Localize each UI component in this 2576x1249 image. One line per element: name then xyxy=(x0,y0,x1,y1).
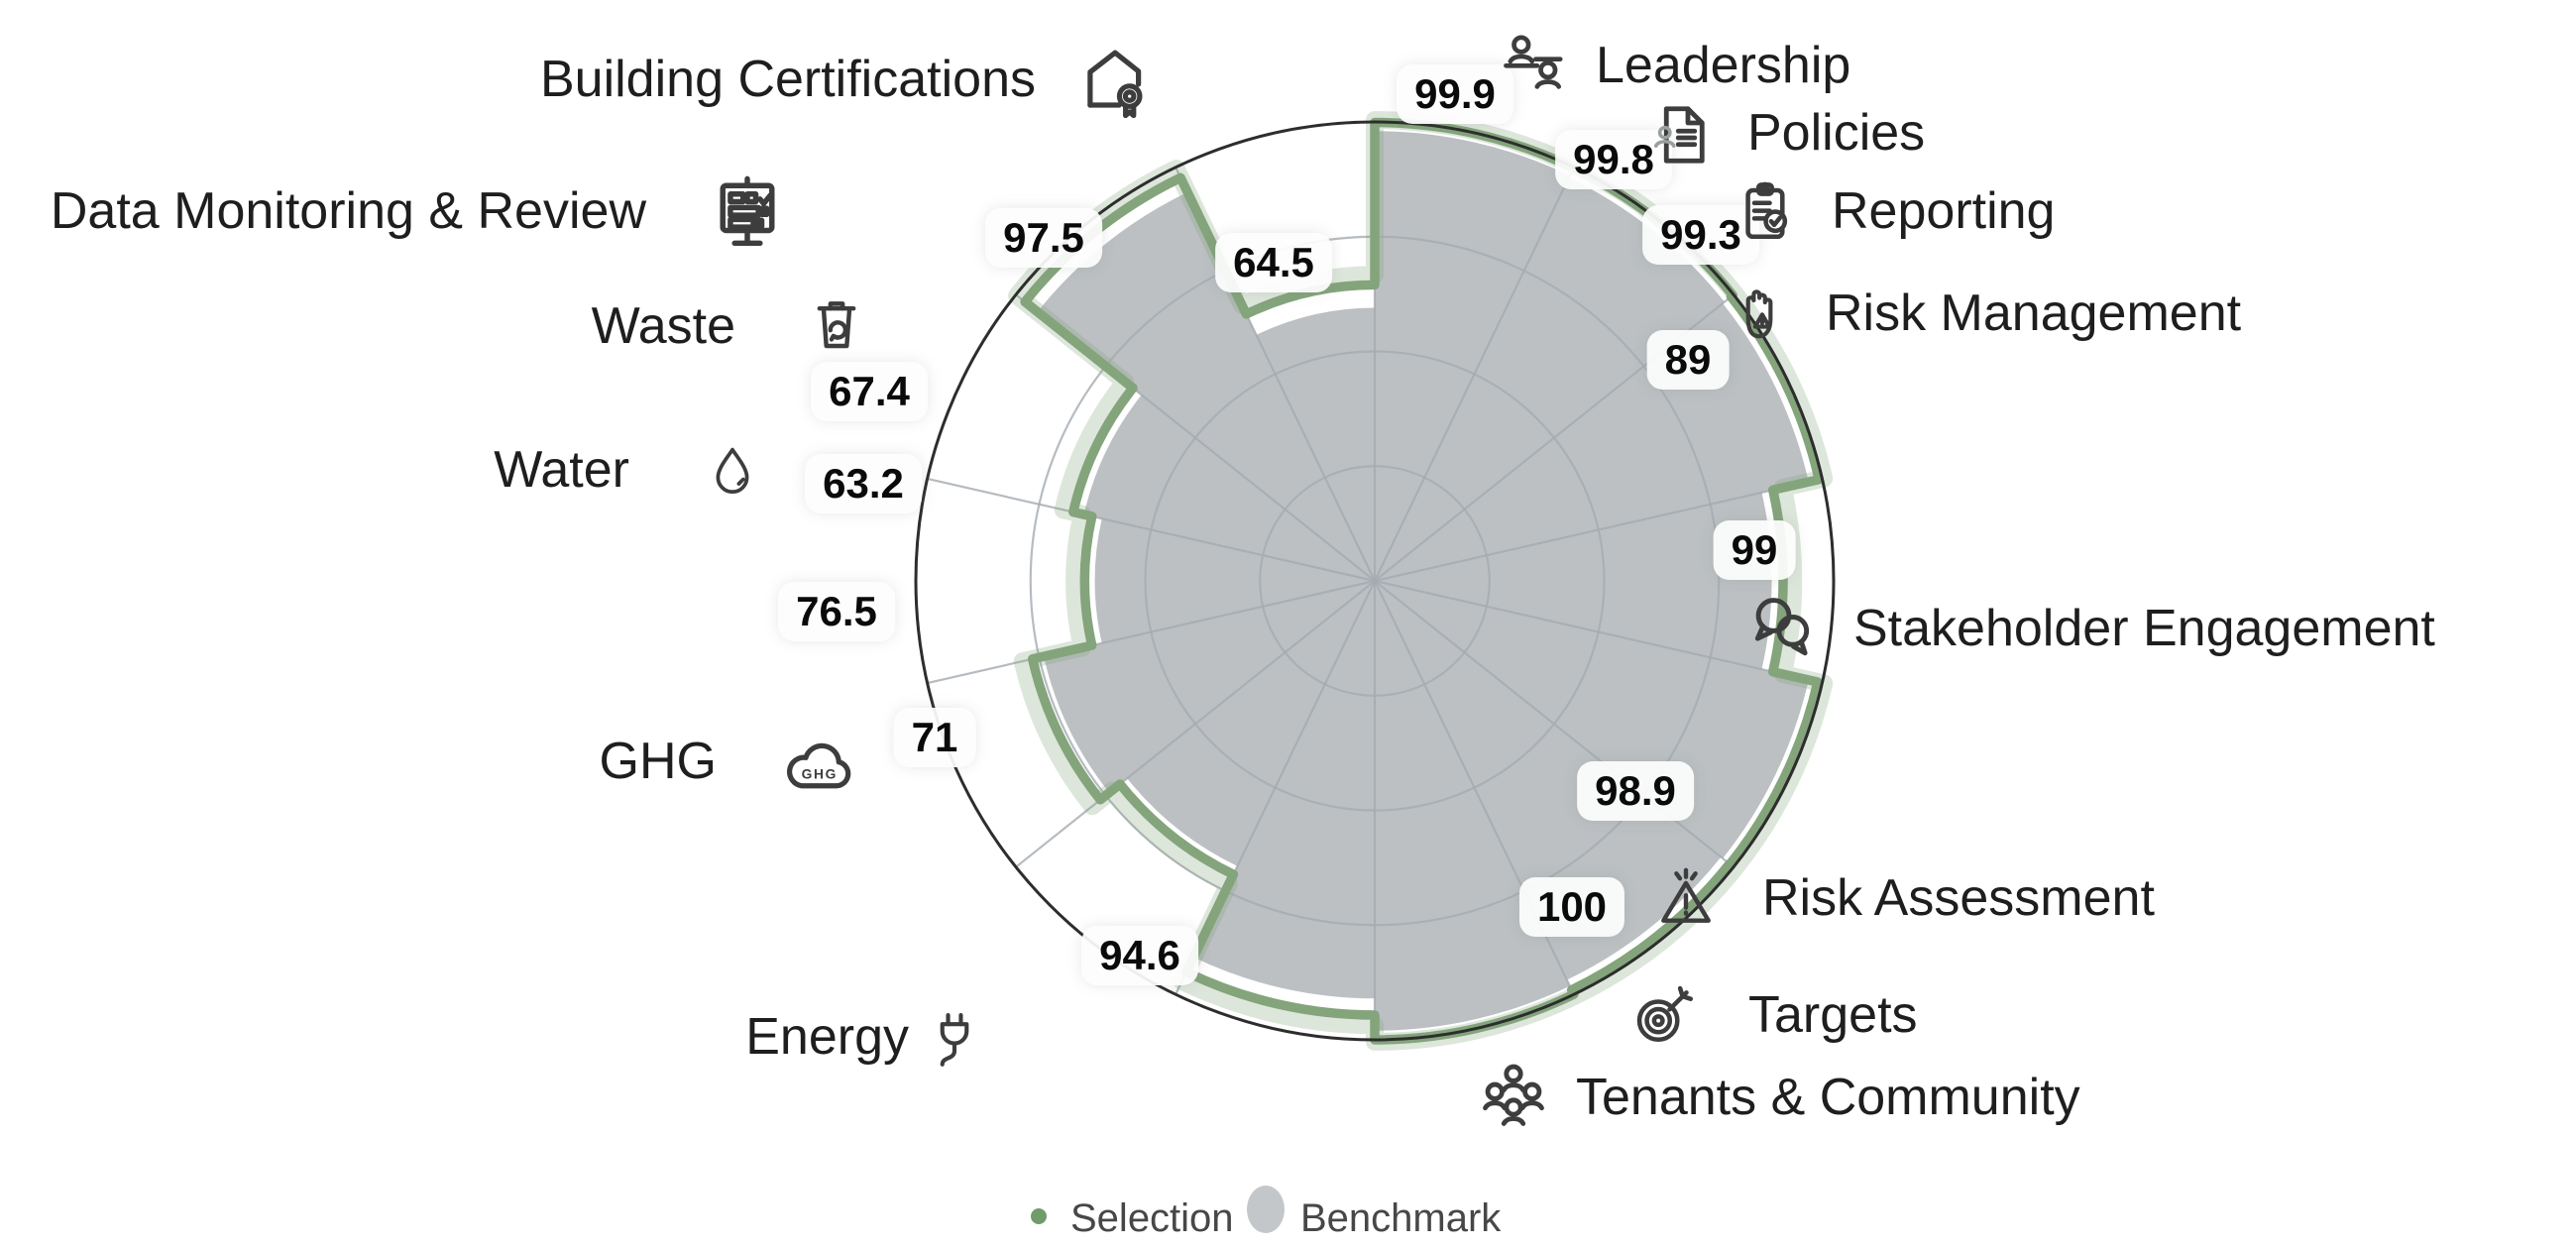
category-label-policies: Policies xyxy=(1747,104,1926,162)
value-label-targets: 100 xyxy=(1518,877,1625,937)
report-clipboard-check-icon xyxy=(1733,178,1800,246)
value-label-building-certifications: 64.5 xyxy=(1215,233,1332,292)
org-people-icon xyxy=(1497,32,1566,101)
value-label-risk-management: 89 xyxy=(1646,330,1730,390)
svg-text:GHG: GHG xyxy=(802,765,838,781)
value-label-leadership: 99.9 xyxy=(1397,64,1513,124)
stop-hand-warning-icon xyxy=(1730,283,1791,344)
category-label-stakeholder-engagement: Stakeholder Engagement xyxy=(1853,600,2435,657)
category-label-targets: Targets xyxy=(1748,986,1918,1044)
speech-bubbles-icon xyxy=(1745,589,1819,662)
value-label-waste: 67.4 xyxy=(811,362,928,421)
ghg-cloud-icon: GHG xyxy=(780,725,857,802)
value-label-water: 63.2 xyxy=(805,454,922,513)
grid-spoke xyxy=(1374,167,1575,582)
value-label-stakeholder-engagement: 99 xyxy=(1713,520,1796,580)
presentation-checklist-icon xyxy=(707,170,788,251)
value-label-tenants-community: 94.6 xyxy=(1081,926,1198,985)
value-label-risk-assessment: 98.9 xyxy=(1577,761,1694,821)
category-label-tenants-community: Tenants & Community xyxy=(1576,1069,2080,1126)
grid-spoke xyxy=(927,579,1376,685)
category-label-reporting: Reporting xyxy=(1832,182,2056,240)
category-label-building-certifications: Building Certifications xyxy=(539,51,1036,108)
power-plug-icon xyxy=(924,1008,985,1070)
category-label-water: Water xyxy=(494,441,629,499)
value-label-policies: 99.8 xyxy=(1555,130,1672,189)
category-label-data-monitoring-review: Data Monitoring & Review xyxy=(50,182,646,240)
grid-spoke xyxy=(1015,580,1376,868)
category-label-risk-management: Risk Management xyxy=(1826,284,2242,342)
outer-ring xyxy=(914,120,1836,1042)
grid-spoke xyxy=(1374,579,1823,685)
value-label-energy: 71 xyxy=(893,708,976,767)
recycle-bin-icon xyxy=(804,291,869,357)
grid-spoke xyxy=(1374,477,1823,583)
category-label-energy: Energy xyxy=(745,1008,909,1066)
warning-triangle-icon xyxy=(1653,865,1719,931)
category-label-ghg: GHG xyxy=(599,733,717,790)
people-group-icon xyxy=(1478,1060,1549,1131)
house-certificate-icon xyxy=(1072,41,1150,118)
value-label-ghg: 76.5 xyxy=(778,582,895,641)
category-label-waste: Waste xyxy=(591,297,735,355)
water-drop-icon xyxy=(705,442,760,498)
category-label-leadership: Leadership xyxy=(1596,37,1851,94)
target-dart-icon xyxy=(1627,981,1695,1049)
value-label-reporting: 99.3 xyxy=(1642,205,1759,265)
value-label-data-monitoring-review: 97.5 xyxy=(985,208,1102,268)
grid-spoke xyxy=(927,477,1376,583)
category-label-risk-assessment: Risk Assessment xyxy=(1762,869,2155,927)
policy-document-icon xyxy=(1646,99,1718,170)
